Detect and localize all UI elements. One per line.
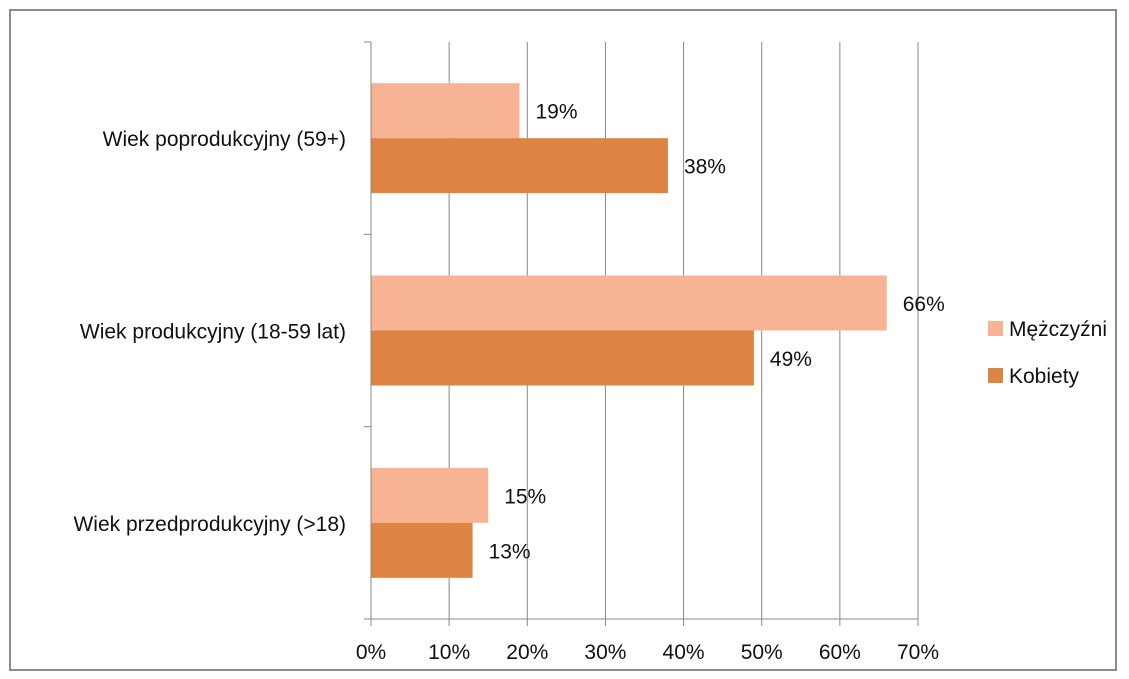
x-tick-label: 0%	[356, 641, 386, 664]
data-label: 49%	[770, 348, 812, 371]
data-label: 66%	[903, 293, 945, 316]
bar	[371, 83, 520, 139]
category-label: Wiek poprodukcyjny (59+)	[103, 128, 346, 151]
category-label: Wiek produkcyjny (18-59 lat)	[80, 321, 346, 344]
legend-swatch	[988, 321, 1003, 336]
x-tick-label: 70%	[897, 641, 939, 664]
data-label: 13%	[489, 540, 531, 563]
x-tick-label: 30%	[584, 641, 626, 664]
data-label: 19%	[535, 101, 577, 124]
legend-swatch	[988, 368, 1003, 383]
category-label: Wiek przedprodukcyjny (>18)	[73, 513, 346, 536]
bar	[371, 522, 473, 578]
data-label: 15%	[504, 485, 546, 508]
x-tick-label: 60%	[819, 641, 861, 664]
x-tick-label: 40%	[663, 641, 705, 664]
x-tick-label: 50%	[741, 641, 783, 664]
data-label: 38%	[684, 156, 726, 179]
legend-label: Mężczyźni	[1009, 318, 1107, 341]
x-tick-label: 10%	[428, 641, 470, 664]
bar	[371, 275, 887, 331]
x-tick-label: 20%	[506, 641, 548, 664]
legend-label: Kobiety	[1009, 365, 1080, 388]
bar	[371, 138, 668, 194]
bar	[371, 467, 489, 523]
bar	[371, 330, 754, 386]
